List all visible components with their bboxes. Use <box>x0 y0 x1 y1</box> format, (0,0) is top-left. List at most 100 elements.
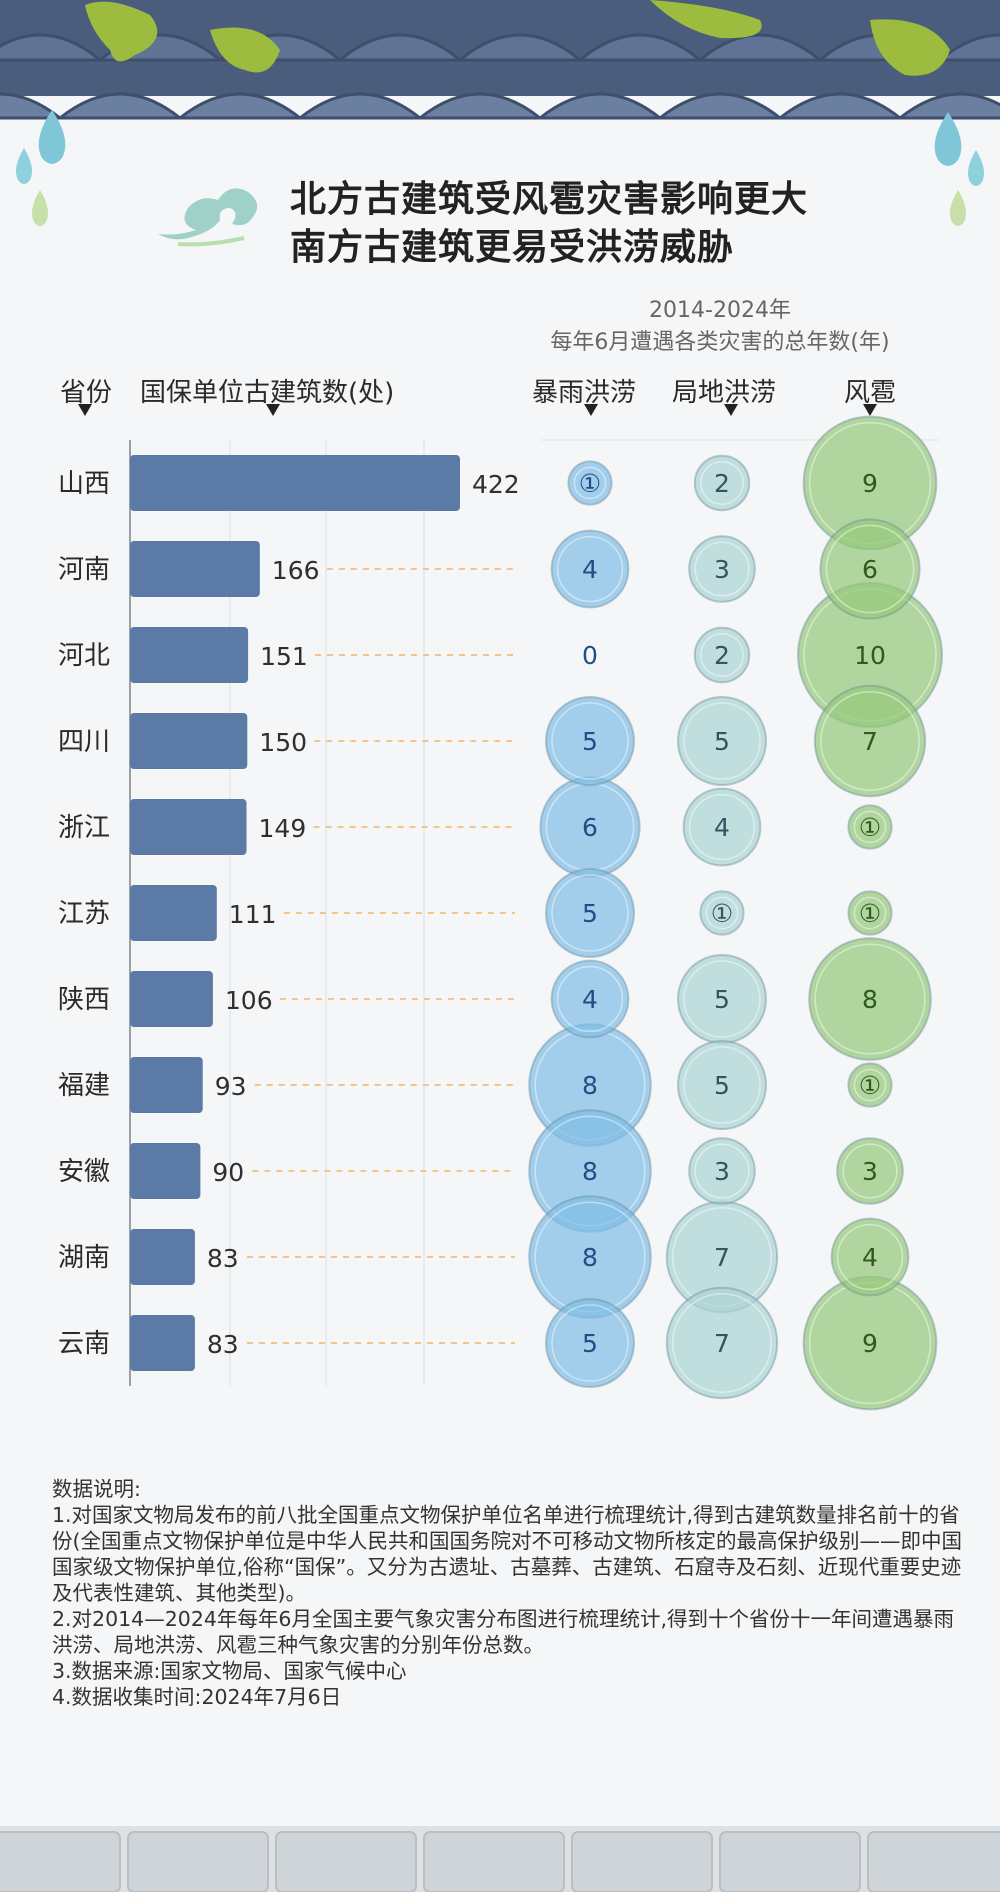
local-bubble <box>693 454 751 512</box>
local-value-label: 7 <box>714 1329 730 1358</box>
hail-bubble <box>836 1137 904 1205</box>
local-bubble-ring <box>694 1143 750 1199</box>
province-label: 河南 <box>58 555 110 585</box>
local-bubble-ring <box>705 896 739 930</box>
local-value-label: 2 <box>714 469 730 498</box>
province-label: 湖南 <box>58 1243 110 1273</box>
header-rainstorm-arrow <box>584 404 598 416</box>
bar-value-label: 166 <box>272 556 320 585</box>
hail-bubble-ring <box>820 691 920 791</box>
rainstorm-bubble-ring <box>551 874 629 952</box>
rainstorm-bubble-ring <box>551 702 629 780</box>
note-3: 3.数据来源:国家文物局、国家气候中心 <box>52 1659 407 1683</box>
local-bubble-ring <box>683 1046 761 1124</box>
hail-value-label: 9 <box>862 469 878 498</box>
local-bubble <box>688 535 756 603</box>
hail-value-label: ① <box>859 1071 881 1100</box>
hail-value-label: 4 <box>862 1243 878 1272</box>
hail-bubble <box>847 804 893 850</box>
header-local-arrow <box>724 404 738 416</box>
subtitle-desc: 每年6月遭遇各类灾害的总年数(年) <box>550 330 890 355</box>
roof-tile-decoration <box>0 0 1000 120</box>
local-bubble-ring <box>683 702 761 780</box>
bubble-series: ① 4 0 5 6 5 4 8 8 8 5 2 3 2 5 4 ① 5 5 3 7 7 9 6 10 7 ① ① 8 ① 3 4 9 <box>528 415 943 1411</box>
hail-value-label: ① <box>859 899 881 928</box>
hail-bubble-ring <box>853 810 887 844</box>
header-hail: 风雹 <box>844 378 897 408</box>
hail-bubble-ring <box>836 1223 904 1291</box>
local-bubble <box>699 890 745 936</box>
header-province: 省份 <box>60 378 113 408</box>
local-bubble <box>677 696 767 786</box>
hail-bubble-ring <box>853 1068 887 1102</box>
local-value-label: 3 <box>714 1157 730 1186</box>
hail-bubble <box>847 890 893 936</box>
local-bubble-ring <box>672 1293 772 1393</box>
local-value-label: 3 <box>714 555 730 584</box>
bar <box>130 971 213 1027</box>
hail-bubble-ring <box>842 1143 898 1199</box>
bar-value-label: 111 <box>229 900 277 929</box>
rainstorm-value-label: 0 <box>582 641 598 670</box>
bar <box>130 541 260 597</box>
hail-value-label: ① <box>859 813 881 842</box>
local-bubble-ring <box>694 541 750 597</box>
rainstorm-value-label: 5 <box>582 899 598 928</box>
rainstorm-bubble <box>550 529 630 609</box>
note-4: 4.数据收集时间:2024年7月6日 <box>52 1685 342 1709</box>
hail-bubble-ring <box>825 524 915 614</box>
rainstorm-value-label: 8 <box>582 1071 598 1100</box>
title-line-1: 北方古建筑受风雹灾害影响更大 <box>290 179 809 220</box>
rainstorm-value-label: 6 <box>582 813 598 842</box>
local-bubble <box>665 1286 779 1400</box>
hail-value-label: 6 <box>862 555 878 584</box>
header-province-arrow <box>78 404 92 416</box>
bar-value-label: 149 <box>259 814 307 843</box>
bar <box>130 1057 203 1113</box>
rainstorm-bubble-ring <box>573 466 607 500</box>
local-bubble <box>677 1040 767 1130</box>
rainstorm-bubble <box>550 959 630 1039</box>
local-bubble <box>688 1137 756 1205</box>
rainstorm-bubble-ring <box>556 535 624 603</box>
bar <box>130 1315 195 1371</box>
province-label: 江苏 <box>58 899 110 929</box>
rainstorm-value-label: 8 <box>582 1243 598 1272</box>
bar-value-label: 93 <box>215 1072 247 1101</box>
header-count-arrow <box>266 404 280 416</box>
bar <box>130 627 249 683</box>
header-count: 国保单位古建筑数(处) <box>140 378 395 408</box>
province-label: 河北 <box>58 641 110 671</box>
rainstorm-bubble-ring <box>556 965 624 1033</box>
hail-bubble <box>813 684 927 798</box>
local-value-label: 5 <box>714 985 730 1014</box>
hail-bubble-ring <box>814 943 926 1055</box>
bar-value-label: 422 <box>472 470 520 499</box>
local-bubble-ring <box>700 461 744 505</box>
hail-value-label: 3 <box>862 1157 878 1186</box>
local-value-label: ① <box>711 899 733 928</box>
bar-value-label: 83 <box>207 1330 239 1359</box>
header-rainstorm: 暴雨洪涝 <box>532 378 637 408</box>
hail-bubble <box>819 518 921 620</box>
hail-value-label: 10 <box>854 641 886 670</box>
notes-heading: 数据说明: <box>52 1477 141 1501</box>
bar <box>130 713 248 769</box>
province-label: 山西 <box>58 469 110 499</box>
raindrop-decoration <box>16 110 984 226</box>
header-local: 局地洪涝 <box>672 378 777 408</box>
rainstorm-value-label: 4 <box>582 555 598 584</box>
data-notes: 数据说明: 1.对国家文物局发布的前八批全国重点文物保护单位名单进行梳理统计,得… <box>52 1476 972 1710</box>
note-2: 2.对2014—2024年每年6月全国主要气象灾害分布图进行梳理统计,得到十个省… <box>52 1607 954 1657</box>
local-value-label: 5 <box>714 1071 730 1100</box>
local-value-label: 5 <box>714 727 730 756</box>
province-label: 四川 <box>58 727 110 757</box>
local-value-label: 4 <box>714 813 730 842</box>
note-1: 1.对国家文物局发布的前八批全国重点文物保护单位名单进行梳理统计,得到古建筑数量… <box>52 1503 962 1605</box>
local-bubble-ring <box>700 633 744 677</box>
bar-value-label: 106 <box>225 986 273 1015</box>
province-label: 浙江 <box>58 813 110 843</box>
province-label: 安徽 <box>58 1157 110 1187</box>
cloud-icon <box>158 188 258 247</box>
